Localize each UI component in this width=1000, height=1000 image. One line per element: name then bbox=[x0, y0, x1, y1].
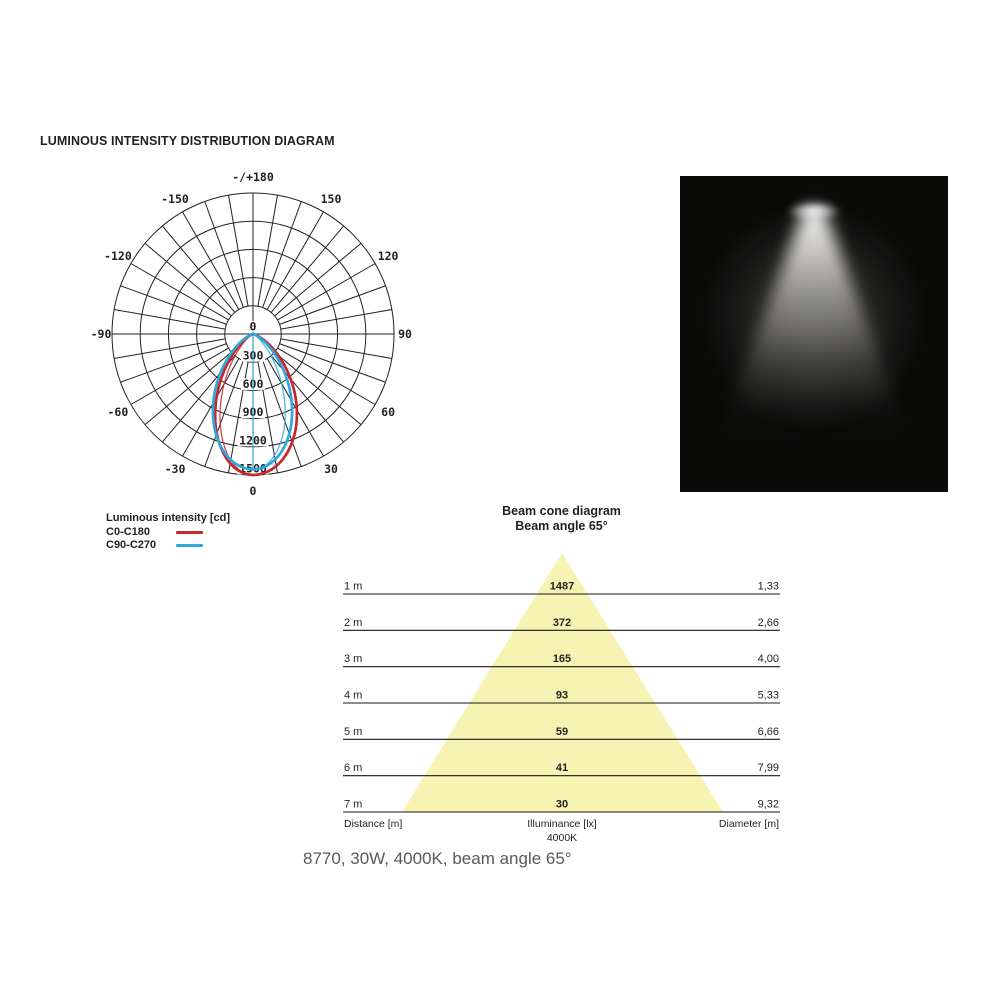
polar-spoke bbox=[266, 358, 324, 457]
c90-c270-line-swatch bbox=[176, 544, 203, 548]
cone-distance-value: 5 m bbox=[344, 726, 362, 738]
center-label-bg bbox=[248, 321, 258, 332]
angle-label--/+180: -/+180 bbox=[232, 170, 274, 184]
polar-spoke bbox=[277, 347, 376, 405]
cone-distance-value: 7 m bbox=[344, 799, 362, 811]
polar-legend: Luminous intensity [cd] C0-C180 C90-C270 bbox=[106, 512, 230, 553]
cone-illuminance-value: 41 bbox=[556, 762, 568, 774]
angle-label--30: -30 bbox=[165, 462, 186, 476]
beam-angle-title-line: Beam angle 65° bbox=[515, 519, 608, 533]
page-title: LUMINOUS INTENSITY DISTRIBUTION DIAGRAM bbox=[40, 134, 335, 148]
polar-spoke bbox=[204, 201, 244, 308]
cone-distance-value: 1 m bbox=[344, 581, 362, 593]
polar-spoke bbox=[130, 263, 229, 321]
polar-spoke bbox=[114, 309, 226, 330]
polar-curve-C90-C270 bbox=[211, 332, 294, 471]
cone-diameter-value: 1,33 bbox=[758, 581, 779, 593]
cone-diameter-value: 5,33 bbox=[758, 690, 779, 702]
polar-spoke bbox=[280, 309, 392, 330]
beam-cone-title: Beam cone diagram Beam angle 65° bbox=[343, 504, 780, 534]
cone-distance-value: 6 m bbox=[344, 762, 362, 774]
polar-spoke bbox=[262, 201, 302, 308]
polar-spoke bbox=[204, 360, 244, 467]
polar-spoke bbox=[257, 195, 278, 307]
cone-illuminance-value: 30 bbox=[556, 799, 568, 811]
angle-label-120: 120 bbox=[378, 249, 399, 263]
beam-cone-light bbox=[680, 176, 948, 492]
polar-spoke bbox=[270, 225, 345, 313]
polar-spoke bbox=[274, 242, 362, 317]
angle-label-90: 90 bbox=[398, 327, 412, 341]
legend-label-c0-c180: C0-C180 bbox=[106, 525, 151, 538]
legend-label-c90-c270: C90-C270 bbox=[106, 539, 157, 551]
polar-spoke bbox=[279, 285, 386, 325]
cone-distance-value: 4 m bbox=[344, 690, 362, 702]
polar-spoke bbox=[114, 338, 226, 359]
angle-label--120: -120 bbox=[104, 249, 132, 263]
cone-illuminance-value: 1487 bbox=[550, 581, 574, 593]
cone-diameter-value: 6,66 bbox=[758, 726, 779, 738]
polar-spoke bbox=[182, 358, 240, 457]
angle-label--90: -90 bbox=[91, 327, 112, 341]
center-label: 0 bbox=[250, 320, 257, 334]
angle-label--150: -150 bbox=[161, 192, 189, 206]
polar-spoke bbox=[228, 195, 249, 307]
polar-spoke bbox=[144, 351, 232, 426]
product-caption: 8770, 30W, 4000K, beam angle 65° bbox=[303, 849, 572, 868]
beam-cone-chart: 1 m 1487 1,33 2 m 372 2,66 3 m 165 4,00 4 m 93 5,33… bbox=[343, 553, 780, 844]
beam-cone-shape bbox=[717, 207, 911, 442]
cone-col-illuminance: Illuminance [lx] bbox=[527, 818, 597, 830]
polar-spoke bbox=[274, 351, 362, 426]
legend-title: Luminous intensity [cd] bbox=[106, 512, 231, 524]
polar-spoke bbox=[161, 225, 236, 313]
polar-spoke bbox=[277, 263, 376, 321]
legend-item-c0-c180: C0-C180 bbox=[106, 526, 230, 540]
cone-diameter-value: 9,32 bbox=[758, 799, 779, 811]
polar-intensity-chart: 300600900120015000-/+180150-150120-12090… bbox=[91, 170, 412, 498]
cone-diameter-value: 4,00 bbox=[758, 653, 779, 665]
polar-spoke bbox=[262, 360, 302, 467]
beam-cone-triangle bbox=[402, 553, 723, 812]
legend-item-c90-c270: C90-C270 bbox=[106, 539, 230, 553]
cone-diameter-value: 2,66 bbox=[758, 617, 779, 629]
cone-illuminance-value: 93 bbox=[556, 690, 568, 702]
cone-distance-value: 2 m bbox=[344, 617, 362, 629]
c0-c180-line-swatch bbox=[176, 530, 203, 534]
angle-label--60: -60 bbox=[108, 405, 129, 419]
beam-photo bbox=[680, 176, 948, 492]
cone-illuminance-value: 165 bbox=[553, 653, 571, 665]
cone-diameter-value: 7,99 bbox=[758, 762, 779, 774]
polar-spoke bbox=[120, 285, 227, 325]
angle-label-0: 0 bbox=[250, 484, 257, 498]
polar-spoke bbox=[266, 211, 324, 310]
beam-cone-title-line: Beam cone diagram bbox=[502, 504, 621, 518]
polar-spoke bbox=[130, 347, 229, 405]
cone-col-diameter: Diameter [m] bbox=[719, 818, 779, 830]
angle-label-30: 30 bbox=[324, 462, 338, 476]
cone-col-distance: Distance [m] bbox=[344, 818, 402, 830]
polar-spoke bbox=[144, 242, 232, 317]
cone-distance-value: 3 m bbox=[344, 653, 362, 665]
angle-label-150: 150 bbox=[321, 192, 342, 206]
cone-illuminance-value: 59 bbox=[556, 726, 568, 738]
angle-label-60: 60 bbox=[381, 405, 395, 419]
polar-spoke bbox=[280, 338, 392, 359]
polar-spoke bbox=[279, 343, 386, 383]
cone-illuminance-value: 372 bbox=[553, 617, 571, 629]
beam-hotspot bbox=[777, 197, 851, 224]
cone-color-temp: 4000K bbox=[547, 832, 577, 844]
polar-spoke bbox=[120, 343, 227, 383]
polar-spoke bbox=[182, 211, 240, 310]
